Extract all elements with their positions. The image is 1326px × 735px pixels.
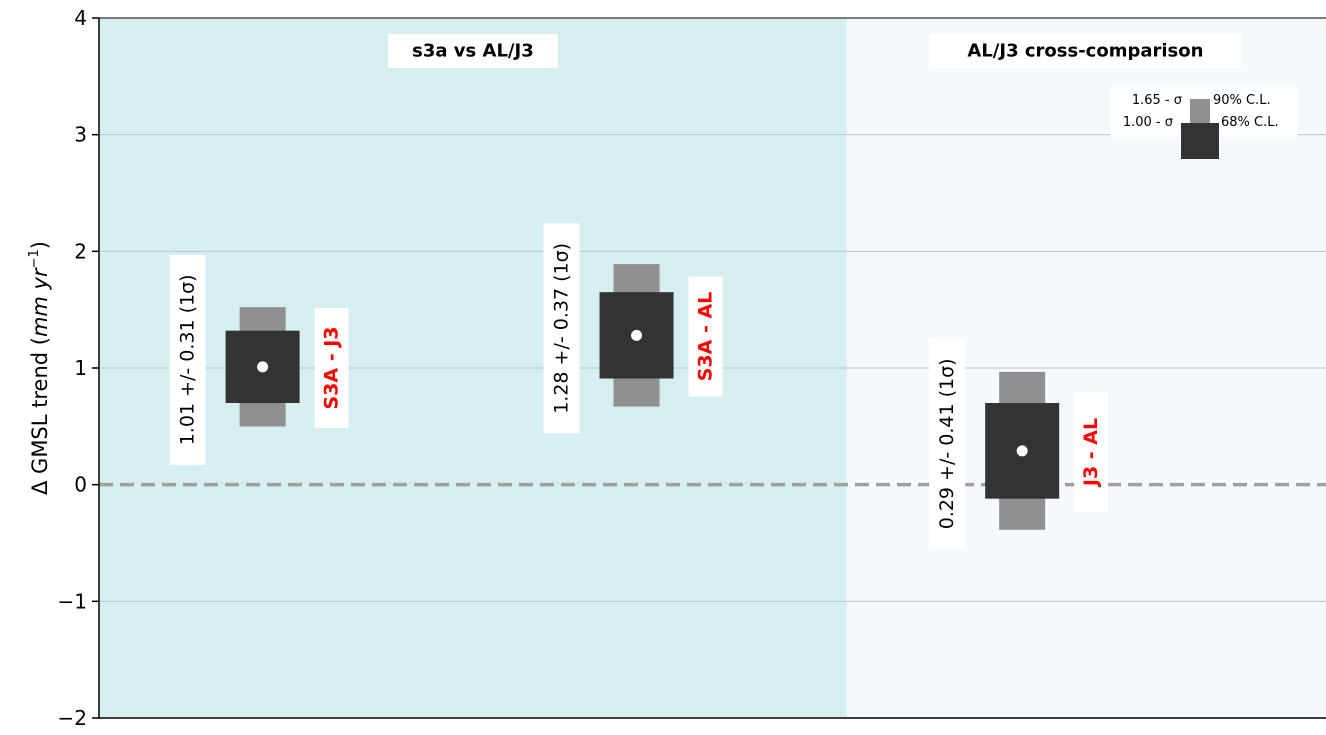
data-point <box>1016 445 1028 457</box>
y-tick-label: 3 <box>74 123 87 147</box>
y-tick-label: 0 <box>74 473 87 497</box>
pair-label-box <box>314 308 349 428</box>
legend: 1.65 - σ 90% C.L. 1.00 - σ 68% C.L. <box>1110 87 1298 159</box>
panel-title-box <box>387 34 558 68</box>
y-tick-label: −2 <box>58 706 87 730</box>
y-tick-label: 4 <box>74 6 87 30</box>
data-point <box>631 329 643 341</box>
legend-sigma-label: 1.00 - σ <box>1123 115 1173 130</box>
y-axis-label: Δ GMSL trend (mm yr−1) <box>27 241 52 495</box>
error-boxes <box>225 264 1060 530</box>
value-annotation-box <box>543 223 580 434</box>
value-annotation: 0.29 +/- 0.41 (1σ) <box>936 358 958 529</box>
legend-cl-label: 68% C.L. <box>1221 115 1279 130</box>
pair-label-box <box>1074 392 1109 512</box>
panel-title: s3a vs AL/J3 <box>412 41 534 62</box>
pair-label-box <box>688 276 723 397</box>
value-annotation: 1.28 +/- 0.37 (1σ) <box>551 243 573 414</box>
legend-sigma-label: 1.65 - σ <box>1132 93 1182 108</box>
value-annotation-box <box>929 338 966 549</box>
panel-title-box <box>929 34 1242 68</box>
legend-cl-label: 90% C.L. <box>1213 93 1271 108</box>
value-annotation-box <box>169 254 206 465</box>
panel-title: AL/J3 cross-comparison <box>967 41 1203 62</box>
y-tick-label: 2 <box>74 239 87 263</box>
annotations: 1.01 +/- 0.31 (1σ) S3A - J3 1.28 +/- 0.37 … <box>169 223 1109 549</box>
value-annotation: 1.01 +/- 0.31 (1σ) <box>177 274 199 445</box>
y-tick-label: −1 <box>58 589 87 613</box>
axes: −2 −1 0 1 2 3 4 <box>58 6 1326 730</box>
panel-titles: s3a vs AL/J3 AL/J3 cross-comparison <box>387 34 1242 68</box>
y-tick-label: 1 <box>74 356 87 380</box>
data-point <box>257 361 269 373</box>
pair-label: S3A - AL <box>695 292 717 382</box>
pair-label: J3 - AL <box>1080 418 1102 488</box>
pair-label: S3A - J3 <box>321 326 343 409</box>
legend-swatch-68cl <box>1181 123 1219 159</box>
